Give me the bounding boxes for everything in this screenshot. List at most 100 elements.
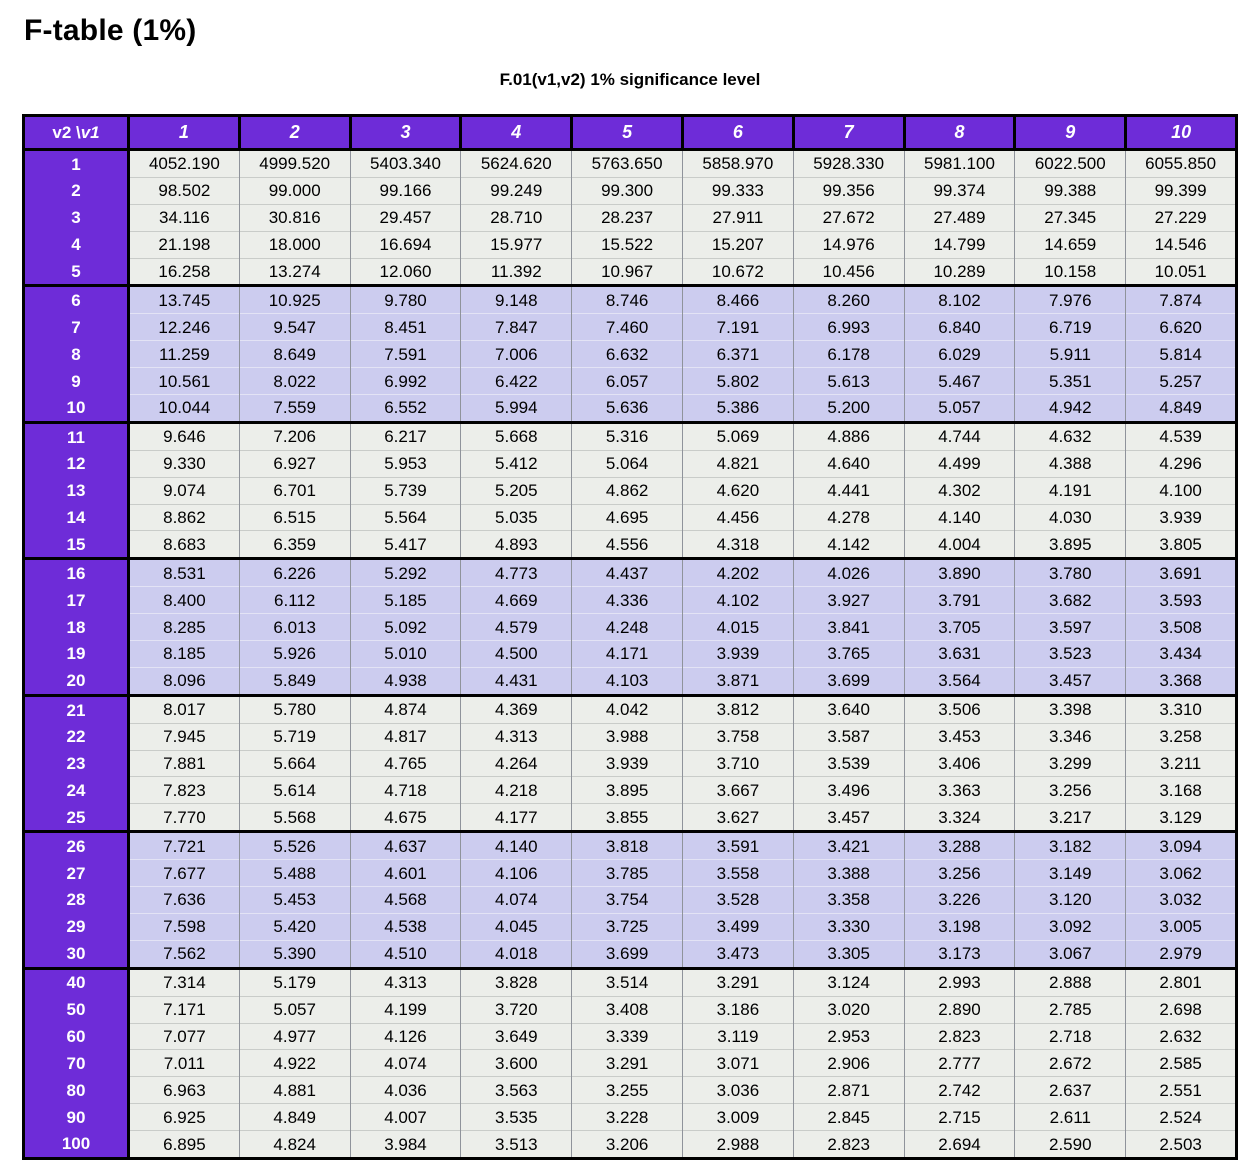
- table-row-v2-19: 19 8.185 5.926 5.010 4.500 4.171 3.939 3.765 3.6…: [23, 640, 1237, 668]
- cell-v2-1-v1-7: 5928.330: [792, 148, 905, 178]
- cell-v2-17-v1-4: 4.669: [460, 586, 573, 614]
- cell-v2-23-v1-9: 3.299: [1014, 749, 1127, 777]
- cell-v2-10-v1-10: 4.849: [1125, 394, 1237, 423]
- cell-v2-90-v1-3: 4.007: [349, 1103, 462, 1131]
- cell-v2-3-v1-6: 27.911: [681, 203, 794, 232]
- cell-v2-17-v1-5: 4.336: [571, 586, 683, 614]
- row-header-v2-80: 80: [23, 1076, 130, 1104]
- cell-v2-1-v1-8: 5981.100: [903, 148, 1016, 178]
- cell-v2-10-v1-4: 5.994: [460, 394, 573, 423]
- table-row-v2-28: 28 7.636 5.453 4.568 4.074 3.754 3.528 3.358 3.2…: [23, 886, 1237, 914]
- cell-v2-60-v1-8: 2.823: [903, 1022, 1016, 1050]
- cell-v2-29-v1-5: 3.725: [571, 912, 683, 941]
- row-header-v2-14: 14: [23, 504, 130, 531]
- row-header-v2-23: 23: [23, 750, 130, 777]
- cell-v2-14-v1-9: 4.030: [1014, 503, 1127, 531]
- cell-v2-29-v1-6: 3.499: [681, 912, 794, 941]
- cell-v2-24-v1-3: 4.718: [349, 776, 462, 804]
- cell-v2-80-v1-3: 4.036: [349, 1076, 462, 1104]
- cell-v2-100-v1-6: 2.988: [681, 1130, 794, 1159]
- cell-v2-40-v1-7: 3.124: [792, 966, 905, 997]
- cell-v2-5-v1-9: 10.158: [1014, 257, 1127, 286]
- cell-v2-22-v1-7: 3.587: [792, 722, 905, 751]
- cell-v2-17-v1-7: 3.927: [792, 586, 905, 614]
- cell-v2-2-v1-5: 99.300: [571, 176, 683, 205]
- cell-v2-30-v1-1: 7.562: [128, 939, 240, 969]
- cell-v2-12-v1-6: 4.821: [681, 449, 794, 478]
- cell-v2-14-v1-4: 5.035: [460, 503, 573, 531]
- cell-v2-11-v1-5: 5.316: [571, 420, 683, 451]
- cell-v2-9-v1-6: 5.802: [681, 367, 794, 395]
- cell-v2-4-v1-3: 16.694: [349, 230, 462, 259]
- cell-v2-9-v1-2: 8.022: [238, 367, 351, 395]
- cell-v2-1-v1-2: 4999.520: [238, 148, 351, 178]
- cell-v2-50-v1-10: 2.698: [1125, 995, 1237, 1023]
- corner-header: v2 \v1: [22, 114, 130, 151]
- cell-v2-70-v1-4: 3.600: [460, 1049, 573, 1077]
- cell-v2-90-v1-5: 3.228: [571, 1103, 683, 1131]
- cell-v2-8-v1-4: 7.006: [460, 340, 573, 368]
- cell-v2-6-v1-5: 8.746: [571, 284, 683, 314]
- cell-v2-30-v1-4: 4.018: [460, 939, 573, 969]
- cell-v2-40-v1-8: 2.993: [903, 966, 1016, 997]
- cell-v2-4-v1-1: 21.198: [128, 230, 240, 259]
- cell-v2-30-v1-6: 3.473: [681, 939, 794, 969]
- cell-v2-14-v1-1: 8.862: [128, 503, 240, 531]
- cell-v2-21-v1-3: 4.874: [349, 693, 462, 724]
- cell-v2-8-v1-6: 6.371: [681, 340, 794, 368]
- cell-v2-13-v1-4: 5.205: [460, 476, 573, 505]
- cell-v2-23-v1-8: 3.406: [903, 749, 1016, 777]
- cell-v2-10-v1-8: 5.057: [903, 394, 1016, 423]
- cell-v2-26-v1-1: 7.721: [128, 830, 240, 860]
- cell-v2-12-v1-1: 9.330: [128, 449, 240, 478]
- f-table: v2 \v1 1 2 3 4 5 6 7 8 9 10 1 4052.190 4999.520 5403…: [22, 114, 1238, 1160]
- table-row-v2-10: 10 10.044 7.559 6.552 5.994 5.636 5.386 5.200 5.…: [23, 394, 1237, 423]
- cell-v2-25-v1-7: 3.457: [792, 803, 905, 832]
- cell-v2-11-v1-2: 7.206: [238, 420, 351, 451]
- cell-v2-15-v1-8: 4.004: [903, 530, 1016, 559]
- cell-v2-90-v1-4: 3.535: [460, 1103, 573, 1131]
- cell-v2-70-v1-10: 2.585: [1125, 1049, 1237, 1077]
- cell-v2-100-v1-5: 3.206: [571, 1130, 683, 1159]
- cell-v2-80-v1-1: 6.963: [128, 1076, 240, 1104]
- cell-v2-18-v1-9: 3.597: [1014, 613, 1127, 641]
- cell-v2-22-v1-1: 7.945: [128, 722, 240, 751]
- cell-v2-70-v1-5: 3.291: [571, 1049, 683, 1077]
- row-header-v2-11: 11: [23, 420, 130, 451]
- row-header-v2-26: 26: [23, 830, 130, 860]
- row-header-v2-8: 8: [23, 340, 130, 368]
- row-header-v2-90: 90: [23, 1103, 130, 1131]
- table-row-v2-7: 7 12.246 9.547 8.451 7.847 7.460 7.191 6.993 6.8…: [23, 313, 1237, 341]
- cell-v2-1-v1-10: 6055.850: [1125, 148, 1237, 178]
- cell-v2-9-v1-1: 10.561: [128, 367, 240, 395]
- cell-v2-25-v1-1: 7.770: [128, 803, 240, 832]
- cell-v2-28-v1-4: 4.074: [460, 886, 573, 914]
- cell-v2-6-v1-1: 13.745: [128, 284, 240, 314]
- cell-v2-18-v1-3: 5.092: [349, 613, 462, 641]
- row-header-v2-6: 6: [23, 284, 130, 314]
- cell-v2-3-v1-4: 28.710: [460, 203, 573, 232]
- cell-v2-26-v1-3: 4.637: [349, 830, 462, 860]
- cell-v2-100-v1-7: 2.823: [792, 1130, 905, 1159]
- cell-v2-12-v1-5: 5.064: [571, 449, 683, 478]
- cell-v2-1-v1-9: 6022.500: [1014, 148, 1127, 178]
- cell-v2-9-v1-7: 5.613: [792, 367, 905, 395]
- cell-v2-3-v1-7: 27.672: [792, 203, 905, 232]
- cell-v2-10-v1-6: 5.386: [681, 394, 794, 423]
- cell-v2-3-v1-8: 27.489: [903, 203, 1016, 232]
- table-row-v2-3: 3 34.116 30.816 29.457 28.710 28.237 27.911 27.…: [23, 203, 1237, 232]
- cell-v2-7-v1-4: 7.847: [460, 313, 573, 341]
- row-header-v2-30: 30: [23, 940, 130, 969]
- cell-v2-26-v1-8: 3.288: [903, 830, 1016, 860]
- table-row-v2-12: 12 9.330 6.927 5.953 5.412 5.064 4.821 4.640 4.4…: [23, 449, 1237, 478]
- cell-v2-27-v1-5: 3.785: [571, 859, 683, 887]
- cell-v2-90-v1-6: 3.009: [681, 1103, 794, 1131]
- table-row-v2-30: 30 7.562 5.390 4.510 4.018 3.699 3.473 3.305 3.1…: [23, 939, 1237, 969]
- cell-v2-19-v1-9: 3.523: [1014, 640, 1127, 668]
- row-header-v2-22: 22: [23, 723, 130, 751]
- cell-v2-12-v1-8: 4.499: [903, 449, 1016, 478]
- cell-v2-11-v1-9: 4.632: [1014, 420, 1127, 451]
- table-row-v2-60: 60 7.077 4.977 4.126 3.649 3.339 3.119 2.953 2.8…: [23, 1022, 1237, 1050]
- cell-v2-22-v1-3: 4.817: [349, 722, 462, 751]
- row-header-v2-24: 24: [23, 776, 130, 804]
